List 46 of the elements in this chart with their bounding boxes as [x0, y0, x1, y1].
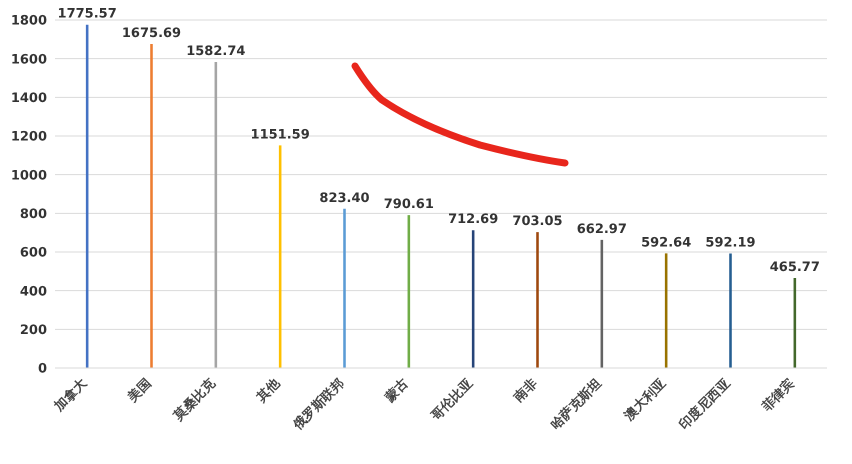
bar: [472, 230, 474, 368]
x-tick-label: 印度尼西亚: [676, 376, 734, 433]
x-tick-label: 哥伦比亚: [428, 376, 476, 424]
x-tick-label: 蒙古: [381, 376, 412, 406]
x-tick-label: 加拿大: [50, 374, 91, 416]
x-tick-label: 其他: [253, 376, 284, 406]
y-tick-label: 600: [20, 246, 47, 261]
bar: [536, 232, 539, 368]
data-label: 703.05: [512, 214, 563, 230]
bar: [408, 215, 410, 368]
data-label: 1151.59: [250, 127, 310, 142]
y-tick-label: 200: [20, 322, 47, 338]
x-tick-label: 美国: [124, 376, 154, 406]
bar: [794, 278, 796, 368]
x-tick-label: 哈萨克斯坦: [547, 376, 605, 433]
data-label: 823.40: [319, 190, 370, 206]
data-label: 1582.74: [186, 44, 246, 60]
data-label: 662.97: [576, 222, 627, 237]
bar: [343, 208, 346, 368]
data-label: 1775.57: [58, 6, 117, 22]
y-tick-label: 1200: [10, 130, 47, 145]
y-tick-label: 1400: [10, 90, 47, 106]
bar: [600, 240, 604, 368]
bar: [150, 44, 153, 368]
x-tick-label: 菲律宾: [758, 376, 798, 416]
data-label: 1675.69: [122, 26, 182, 42]
y-tick-label: 1000: [10, 168, 47, 184]
bar: [664, 253, 668, 368]
bar: [214, 62, 218, 368]
data-label: 790.61: [384, 197, 434, 212]
data-label: 592.64: [641, 235, 692, 250]
x-tick-label: 莫桑比克: [170, 374, 220, 424]
data-label: 712.69: [448, 212, 498, 228]
bar: [729, 254, 732, 368]
x-tick-label: 澳大利亚: [620, 376, 669, 424]
y-tick-label: 1800: [10, 14, 47, 29]
bar: [278, 145, 282, 368]
y-tick-label: 0: [38, 362, 47, 377]
x-tick-label: 俄罗斯联邦: [290, 376, 348, 434]
data-label: 592.19: [705, 236, 756, 251]
y-tick-label: 400: [20, 284, 47, 300]
y-tick-label: 1600: [10, 52, 47, 68]
y-tick-label: 800: [20, 206, 47, 222]
bar: [86, 24, 88, 368]
data-label: 465.77: [770, 260, 820, 275]
x-tick-label: 南非: [510, 376, 540, 406]
